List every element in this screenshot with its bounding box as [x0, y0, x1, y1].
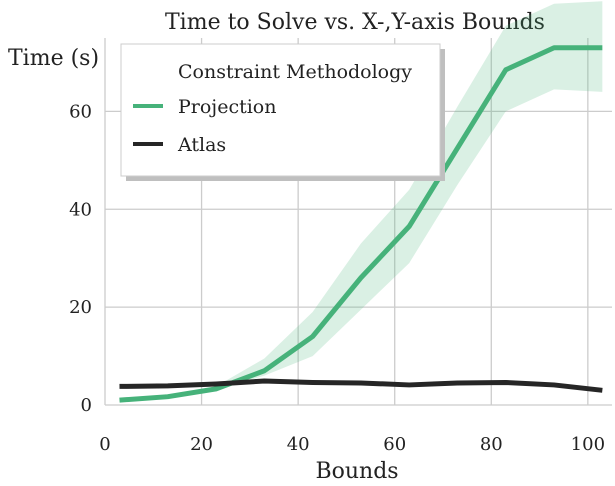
series-lines: [119, 45, 603, 403]
series-line-atlas: [119, 378, 603, 393]
y-tick-label: 40: [69, 199, 92, 220]
x-axis-ticks: 0 20 40 60 80 100: [99, 434, 605, 455]
band-projection: [119, 1, 603, 401]
confidence-bands: [119, 1, 603, 401]
legend-label-projection: Projection: [178, 96, 276, 118]
y-tick-label: 60: [69, 101, 92, 122]
y-axis-ticks: 0 20 40 60: [69, 101, 92, 416]
legend: Constraint Methodology Projection Atlas: [120, 43, 445, 181]
y-tick-label: 0: [81, 395, 92, 416]
x-tick-label: 100: [571, 434, 605, 455]
chart-title: Time to Solve vs. X-,Y-axis Bounds: [165, 10, 545, 35]
series-line-projection: [119, 45, 603, 403]
x-tick-label: 20: [190, 434, 213, 455]
y-tick-label: 20: [69, 297, 92, 318]
x-tick-label: 60: [383, 434, 406, 455]
legend-label-atlas: Atlas: [177, 134, 226, 156]
legend-box: [120, 43, 441, 177]
y-axis-title: Time (s): [8, 46, 99, 71]
legend-title: Constraint Methodology: [178, 61, 412, 83]
x-tick-label: 80: [480, 434, 503, 455]
x-axis-title: Bounds: [315, 459, 398, 484]
x-tick-label: 40: [287, 434, 310, 455]
x-tick-label: 0: [99, 434, 110, 455]
